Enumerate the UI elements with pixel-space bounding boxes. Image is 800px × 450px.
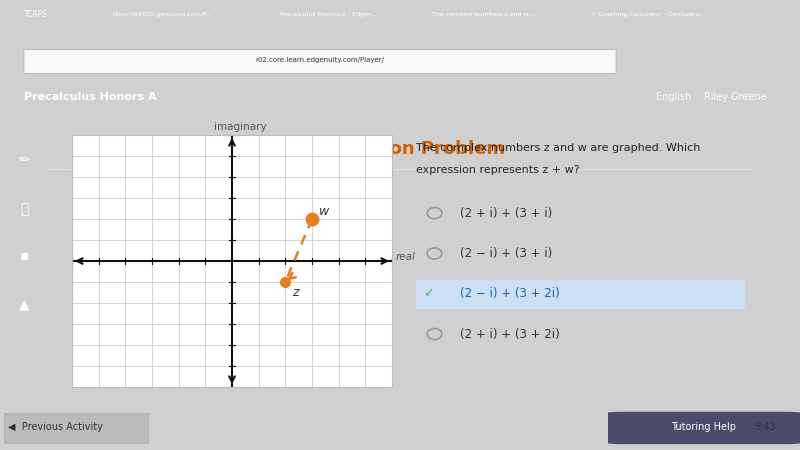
Text: ▲: ▲ bbox=[18, 297, 30, 311]
Text: The complex numbers z and w...: The complex numbers z and w... bbox=[432, 12, 534, 18]
Text: w: w bbox=[318, 205, 329, 218]
Text: English    Riley Greene: English Riley Greene bbox=[656, 92, 766, 102]
Text: imaginary: imaginary bbox=[214, 122, 266, 132]
Text: Tutoring Help: Tutoring Help bbox=[671, 422, 737, 432]
Text: r02.core.learn.edgenuity.com/Player/: r02.core.learn.edgenuity.com/Player/ bbox=[255, 57, 385, 63]
Text: 5:43: 5:43 bbox=[754, 422, 776, 432]
Text: ✓: ✓ bbox=[422, 287, 434, 300]
Text: ✏: ✏ bbox=[18, 153, 30, 167]
FancyBboxPatch shape bbox=[24, 50, 616, 74]
Text: real: real bbox=[396, 252, 416, 262]
Text: Precalculus Honors A - Edgen...: Precalculus Honors A - Edgen... bbox=[280, 12, 378, 18]
Text: Precalculus Honors A: Precalculus Honors A bbox=[24, 92, 157, 102]
Text: Finding the Terms in the Addition Problem: Finding the Terms in the Addition Proble… bbox=[76, 140, 506, 158]
Text: z: z bbox=[292, 286, 298, 299]
Text: https://e2020.geniussis.com/P...: https://e2020.geniussis.com/P... bbox=[112, 12, 212, 18]
Text: (2 + i) + (3 + i): (2 + i) + (3 + i) bbox=[460, 207, 552, 220]
FancyBboxPatch shape bbox=[608, 412, 800, 444]
Text: /\ Graphing Calculator - GeoGebra...: /\ Graphing Calculator - GeoGebra... bbox=[592, 12, 706, 18]
Text: 🎧: 🎧 bbox=[20, 202, 28, 216]
Text: ▪: ▪ bbox=[19, 248, 29, 262]
Text: (2 − i) + (3 + 2i): (2 − i) + (3 + 2i) bbox=[460, 287, 559, 300]
Text: (2 + i) + (3 + 2i): (2 + i) + (3 + 2i) bbox=[460, 328, 559, 341]
FancyBboxPatch shape bbox=[416, 280, 746, 309]
Text: ◀  Previous Activity: ◀ Previous Activity bbox=[8, 422, 103, 432]
Text: TCAPS: TCAPS bbox=[24, 10, 48, 19]
Text: (2 − i) + (3 + i): (2 − i) + (3 + i) bbox=[460, 247, 552, 260]
Text: The complex numbers z and w are graphed. Which: The complex numbers z and w are graphed.… bbox=[416, 143, 700, 153]
FancyBboxPatch shape bbox=[4, 413, 148, 443]
Text: expression represents z + w?: expression represents z + w? bbox=[416, 165, 580, 175]
